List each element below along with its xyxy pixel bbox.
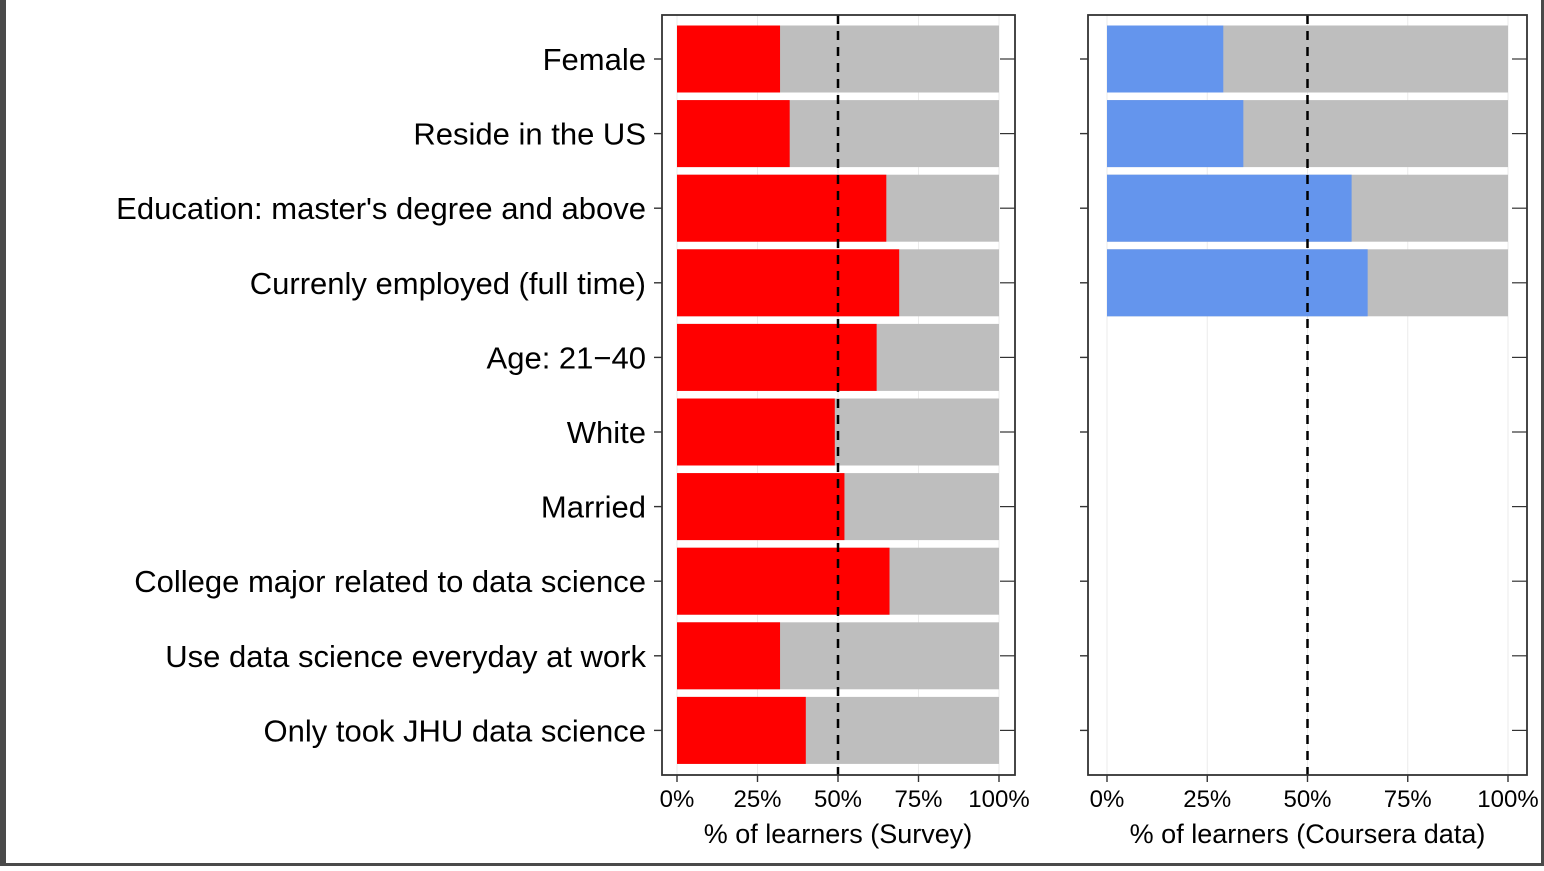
x-tick-label: 50% [1283,786,1331,813]
window-left-border [0,0,6,866]
window-right-border [1541,0,1544,866]
bar [1107,100,1244,168]
bar [677,473,845,541]
bar [1107,25,1224,93]
bar [677,249,900,317]
x-tick-label: 100% [1477,786,1538,813]
x-tick-label: 50% [814,786,862,813]
x-tick-label: 0% [660,786,695,813]
bar [1107,249,1368,317]
bar [677,25,781,93]
bar [677,398,835,466]
x-tick-label: 25% [1183,786,1231,813]
y-tick-label: Age: 21−40 [487,340,646,375]
bar [677,547,890,615]
bar [677,622,781,690]
bar [677,696,806,764]
y-tick-label: Use data science everyday at work [165,639,646,674]
bar [1107,174,1352,242]
x-tick-label: 75% [894,786,942,813]
x-axis-title: % of learners (Coursera data) [1130,819,1486,849]
y-tick-label: Currenly employed (full time) [250,266,646,301]
y-tick-label: Married [541,490,646,525]
bar [677,323,877,391]
bar [677,174,887,242]
y-tick-label: Education: master's degree and above [116,191,646,226]
y-tick-label: Only took JHU data science [263,713,646,748]
window-bottom-border [0,863,1544,866]
x-axis-title: % of learners (Survey) [704,819,973,849]
y-tick-label: Female [543,42,646,77]
x-tick-label: 75% [1384,786,1432,813]
x-tick-label: 25% [733,786,781,813]
y-tick-label: Reside in the US [413,117,646,152]
y-tick-label: College major related to data science [134,564,646,599]
bar [677,100,790,168]
x-tick-label: 0% [1090,786,1125,813]
y-tick-label: White [567,415,646,450]
x-tick-label: 100% [968,786,1029,813]
